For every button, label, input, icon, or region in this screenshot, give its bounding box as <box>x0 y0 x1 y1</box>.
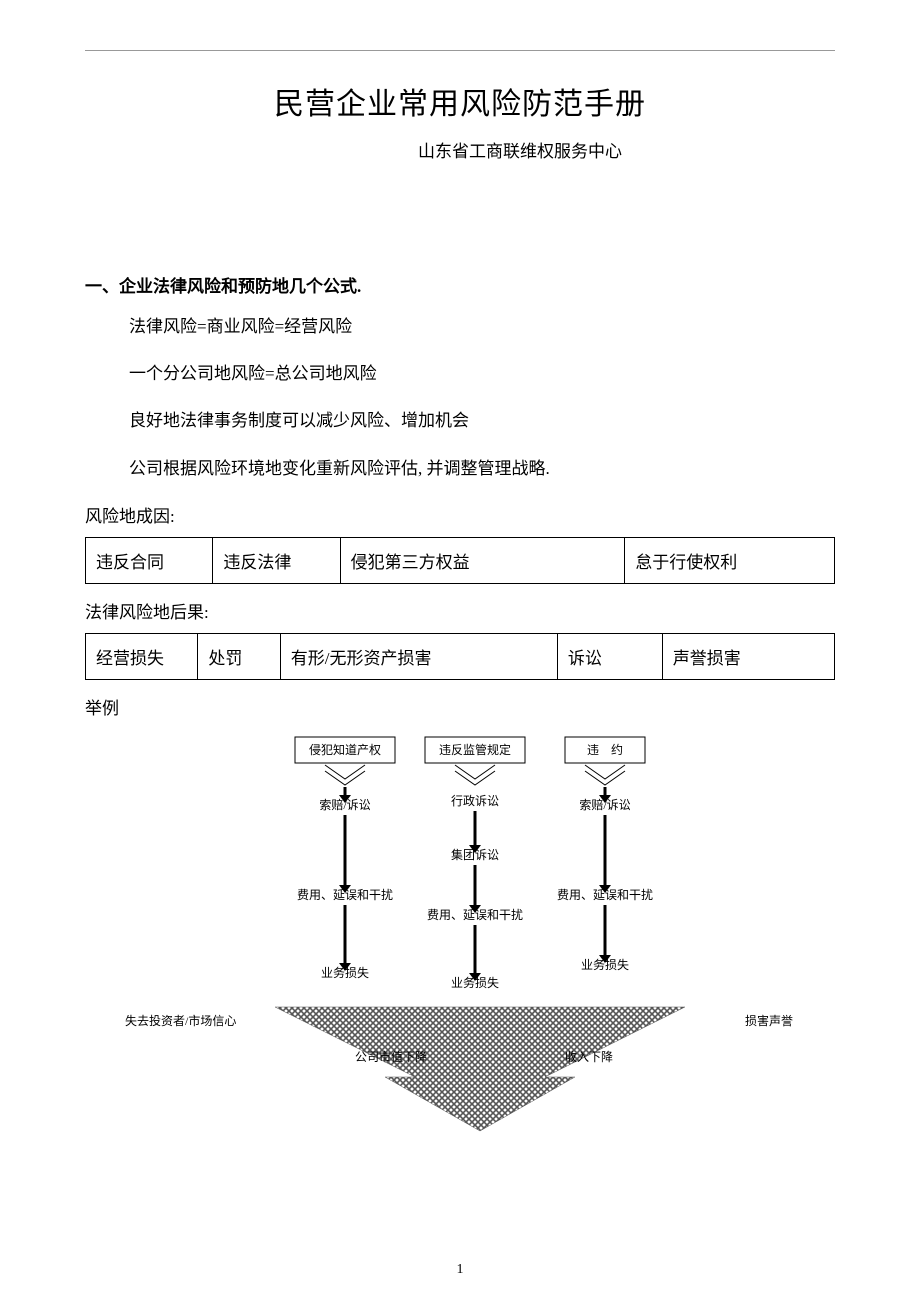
table-1-label: 风险地成因: <box>85 502 835 527</box>
document-page: 民营企业常用风险防范手册 山东省工商联维权服务中心 一、企业法律风险和预防地几个… <box>0 0 920 1302</box>
table-cell: 经营损失 <box>86 633 198 679</box>
svg-text:失去投资者/市场信心: 失去投资者/市场信心 <box>125 1013 236 1028</box>
flowchart-container: 侵犯知道产权索赔/诉讼费用、延误和干扰业务损失违反监管规定行政诉讼集团诉讼费用、… <box>85 729 835 1154</box>
formula-line-4: 公司根据风险环境地变化重新风险评估, 并调整管理战略. <box>129 455 835 482</box>
svg-text:违反监管规定: 违反监管规定 <box>439 742 511 757</box>
svg-text:公司市值下降: 公司市值下降 <box>355 1049 427 1064</box>
formula-line-2: 一个分公司地风险=总公司地风险 <box>129 360 835 387</box>
svg-text:行政诉讼: 行政诉讼 <box>451 794 499 808</box>
svg-text:损害声誉: 损害声誉 <box>745 1013 793 1028</box>
formula-line-1: 法律风险=商业风险=经营风险 <box>129 313 835 340</box>
table-cell: 怠于行使权利 <box>625 537 835 583</box>
table-2-label: 法律风险地后果: <box>85 598 835 623</box>
section-1-heading: 一、企业法律风险和预防地几个公式. <box>85 272 835 297</box>
table-cell: 声誉损害 <box>662 633 834 679</box>
table-cell: 有形/无形资产损害 <box>280 633 557 679</box>
risk-cause-table: 违反合同 违反法律 侵犯第三方权益 怠于行使权利 <box>85 537 835 584</box>
svg-text:违 约: 违 约 <box>587 742 623 757</box>
formula-line-3: 良好地法律事务制度可以减少风险、增加机会 <box>129 407 835 434</box>
page-subtitle: 山东省工商联维权服务中心 <box>205 137 835 162</box>
page-number: 1 <box>0 1262 920 1278</box>
table-cell: 违反法律 <box>213 537 340 583</box>
page-title: 民营企业常用风险防范手册 <box>85 79 835 123</box>
table-cell: 侵犯第三方权益 <box>340 537 625 583</box>
flowchart-label: 举例 <box>85 694 835 719</box>
table-cell: 诉讼 <box>557 633 662 679</box>
svg-text:侵犯知道产权: 侵犯知道产权 <box>309 742 381 757</box>
table-cell: 违反合同 <box>86 537 213 583</box>
table-cell: 处罚 <box>198 633 280 679</box>
top-horizontal-rule <box>85 50 835 51</box>
flowchart-svg: 侵犯知道产权索赔/诉讼费用、延误和干扰业务损失违反监管规定行政诉讼集团诉讼费用、… <box>85 729 835 1149</box>
risk-consequence-table: 经营损失 处罚 有形/无形资产损害 诉讼 声誉损害 <box>85 633 835 680</box>
svg-text:收入下降: 收入下降 <box>565 1050 613 1064</box>
